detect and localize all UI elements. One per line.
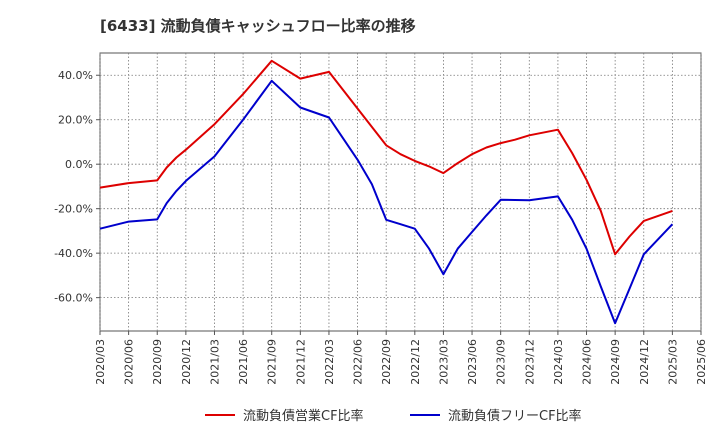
- x-tick-label: 2023/03: [437, 339, 450, 385]
- x-tick-label: 2022/03: [323, 339, 336, 385]
- x-tick-label: 2022/12: [409, 339, 422, 385]
- y-tick-label: -60.0%: [54, 292, 93, 305]
- x-tick-label: 2024/09: [609, 339, 622, 385]
- x-tick-label: 2024/06: [581, 339, 594, 385]
- x-tick-label: 2024/03: [552, 339, 565, 385]
- series-line-1: [99, 59, 673, 256]
- legend-label-1: 流動負債営業CF比率: [243, 408, 364, 424]
- x-tick-label: 2023/12: [523, 339, 536, 385]
- x-tick-label: 2023/09: [495, 339, 508, 385]
- x-tick-label: 2020/09: [151, 339, 164, 385]
- x-tick-label: 2021/09: [266, 339, 279, 385]
- x-axis-tick-labels: 2020/03 2020/06 2020/09 2020/12 2021/03 2021/…: [94, 331, 708, 385]
- x-tick-label: 2022/09: [380, 339, 393, 385]
- x-tick-label: 2020/03: [94, 339, 107, 385]
- x-tick-label: 2025/03: [666, 339, 679, 385]
- plot-area: [99, 52, 702, 332]
- x-tick-label: 2020/06: [123, 339, 136, 385]
- series-lines: [99, 59, 674, 325]
- y-axis-tick-labels: 40.0% 20.0% 0.0% -20.0% -40.0% -60.0%: [54, 69, 100, 305]
- x-tick-label: 2021/03: [208, 339, 221, 385]
- x-tick-label: 2022/06: [352, 339, 365, 385]
- y-tick-label: 20.0%: [58, 114, 93, 127]
- legend-label-2: 流動負債フリーCF比率: [448, 408, 582, 424]
- x-tick-label: 2025/06: [695, 339, 708, 385]
- grid-lines: [99, 53, 702, 331]
- chart-title: [6433] 流動負債キャッシュフロー比率の推移: [100, 17, 416, 35]
- x-tick-label: 2021/06: [237, 339, 250, 385]
- y-tick-label: 0.0%: [65, 158, 93, 171]
- y-tick-label: 40.0%: [58, 69, 93, 82]
- series-line-2: [99, 79, 674, 325]
- x-tick-label: 2023/06: [466, 339, 479, 385]
- legend: 流動負債営業CF比率 流動負債フリーCF比率: [205, 408, 582, 424]
- y-tick-label: -40.0%: [54, 247, 93, 260]
- x-tick-label: 2020/12: [180, 339, 193, 385]
- x-tick-label: 2021/12: [294, 339, 307, 385]
- y-tick-label: -20.0%: [54, 203, 93, 216]
- x-tick-label: 2024/12: [638, 339, 651, 385]
